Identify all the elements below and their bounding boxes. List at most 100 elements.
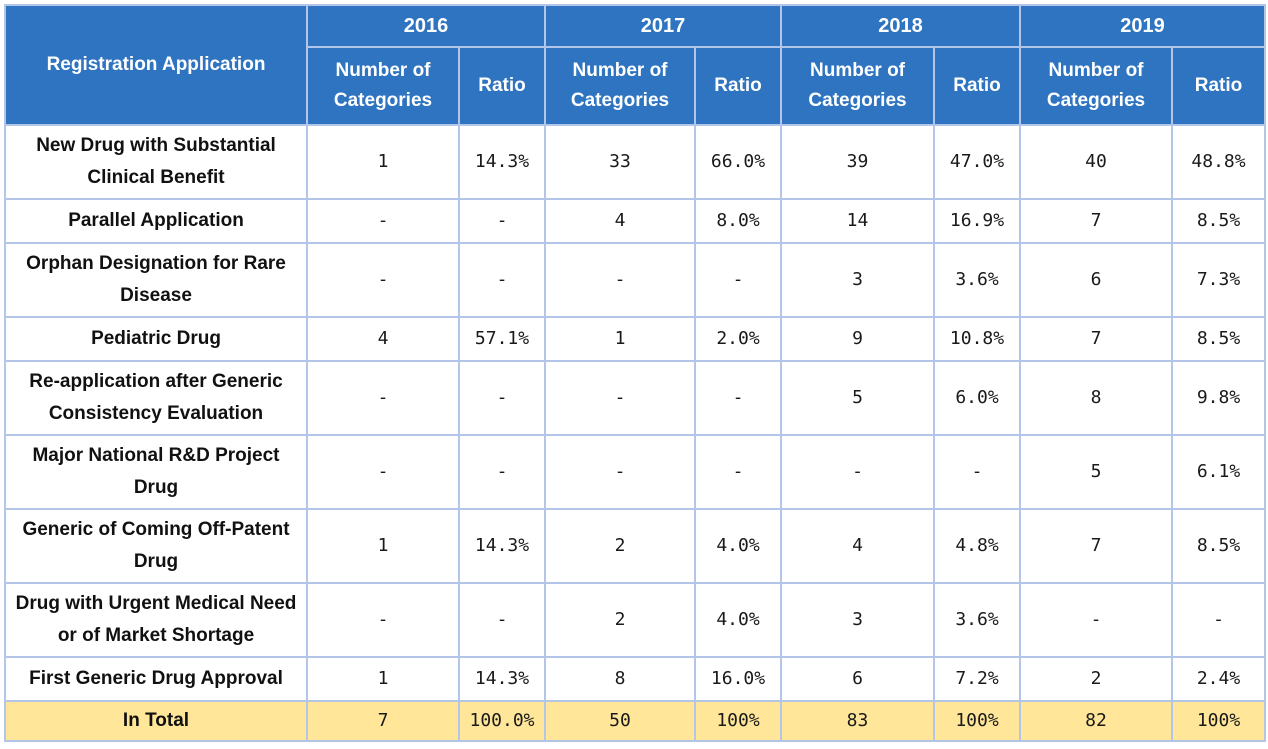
ratio-cell-2018: 6.0%: [933, 360, 1021, 436]
year-header-2019: 2019: [1019, 4, 1266, 48]
total-ratio-2019: 100%: [1171, 700, 1266, 742]
total-count-2019: 82: [1019, 700, 1173, 742]
ratio-cell-2018: -: [933, 434, 1021, 510]
count-cell-2018: 3: [780, 242, 935, 318]
ratio-cell-2017: 2.0%: [694, 316, 782, 362]
row-name-cell: Major National R&D Project Drug: [4, 434, 308, 510]
ratio-header-2016: Ratio: [458, 46, 546, 126]
count-header-2019: Number of Categories: [1019, 46, 1173, 126]
count-cell-2019: 7: [1019, 508, 1173, 584]
row-name-cell: Drug with Urgent Medical Need or of Mark…: [4, 582, 308, 658]
ratio-header-2018: Ratio: [933, 46, 1021, 126]
table-body: New Drug with Substantial Clinical Benef…: [4, 124, 1266, 742]
ratio-cell-2016: -: [458, 242, 546, 318]
count-cell-2017: -: [544, 434, 696, 510]
ratio-cell-2018: 10.8%: [933, 316, 1021, 362]
ratio-cell-2017: 66.0%: [694, 124, 782, 200]
ratio-cell-2016: 14.3%: [458, 508, 546, 584]
table-row: New Drug with Substantial Clinical Benef…: [4, 124, 1266, 200]
row-name-cell: First Generic Drug Approval: [4, 656, 308, 702]
ratio-cell-2019: 7.3%: [1171, 242, 1266, 318]
total-label-cell: In Total: [4, 700, 308, 742]
ratio-cell-2019: 2.4%: [1171, 656, 1266, 702]
ratio-cell-2017: 4.0%: [694, 582, 782, 658]
table-row: Drug with Urgent Medical Need or of Mark…: [4, 582, 1266, 658]
count-cell-2017: 8: [544, 656, 696, 702]
count-cell-2016: -: [306, 242, 460, 318]
ratio-cell-2016: 57.1%: [458, 316, 546, 362]
ratio-cell-2017: -: [694, 242, 782, 318]
ratio-cell-2019: 8.5%: [1171, 508, 1266, 584]
count-cell-2016: 1: [306, 508, 460, 584]
registration-application-table: Registration Application 2016 2017 2018 …: [4, 4, 1266, 742]
count-cell-2018: 3: [780, 582, 935, 658]
row-name-cell: New Drug with Substantial Clinical Benef…: [4, 124, 308, 200]
count-header-2017: Number of Categories: [544, 46, 696, 126]
count-cell-2018: 5: [780, 360, 935, 436]
ratio-cell-2019: 8.5%: [1171, 316, 1266, 362]
count-cell-2017: 33: [544, 124, 696, 200]
count-cell-2018: 39: [780, 124, 935, 200]
ratio-cell-2016: 14.3%: [458, 124, 546, 200]
ratio-cell-2017: -: [694, 360, 782, 436]
count-cell-2016: 4: [306, 316, 460, 362]
count-cell-2019: 7: [1019, 316, 1173, 362]
ratio-cell-2018: 16.9%: [933, 198, 1021, 244]
count-cell-2019: 8: [1019, 360, 1173, 436]
ratio-cell-2016: -: [458, 198, 546, 244]
year-header-2017: 2017: [544, 4, 782, 48]
table-row: Pediatric Drug 4 57.1% 1 2.0% 9 10.8% 7 …: [4, 316, 1266, 362]
total-ratio-2016: 100.0%: [458, 700, 546, 742]
row-name-cell: Generic of Coming Off-Patent Drug: [4, 508, 308, 584]
ratio-cell-2019: 48.8%: [1171, 124, 1266, 200]
count-cell-2019: -: [1019, 582, 1173, 658]
table-row: First Generic Drug Approval 1 14.3% 8 16…: [4, 656, 1266, 702]
table-row: Generic of Coming Off-Patent Drug 1 14.3…: [4, 508, 1266, 584]
ratio-cell-2017: 8.0%: [694, 198, 782, 244]
count-cell-2018: -: [780, 434, 935, 510]
count-cell-2017: 4: [544, 198, 696, 244]
count-cell-2018: 14: [780, 198, 935, 244]
count-cell-2019: 5: [1019, 434, 1173, 510]
year-header-2016: 2016: [306, 4, 546, 48]
header-row-years: Registration Application 2016 2017 2018 …: [4, 4, 1266, 126]
count-cell-2019: 2: [1019, 656, 1173, 702]
row-name-cell: Orphan Designation for Rare Disease: [4, 242, 308, 318]
ratio-header-2017: Ratio: [694, 46, 782, 126]
count-cell-2018: 4: [780, 508, 935, 584]
year-header-2018: 2018: [780, 4, 1021, 48]
count-cell-2019: 7: [1019, 198, 1173, 244]
count-cell-2016: -: [306, 198, 460, 244]
table-row: Re-application after Generic Consistency…: [4, 360, 1266, 436]
ratio-cell-2019: -: [1171, 582, 1266, 658]
count-cell-2016: -: [306, 434, 460, 510]
ratio-cell-2018: 4.8%: [933, 508, 1021, 584]
ratio-header-2019: Ratio: [1171, 46, 1266, 126]
ratio-cell-2018: 7.2%: [933, 656, 1021, 702]
count-cell-2019: 6: [1019, 242, 1173, 318]
table-row: Parallel Application - - 4 8.0% 14 16.9%…: [4, 198, 1266, 244]
count-cell-2016: -: [306, 582, 460, 658]
ratio-cell-2016: -: [458, 434, 546, 510]
table-header: Registration Application 2016 2017 2018 …: [4, 4, 1266, 126]
header-row-subcolumns: Number of Categories Ratio Number of Cat…: [5, 46, 1266, 126]
table-row: Orphan Designation for Rare Disease - - …: [4, 242, 1266, 318]
count-cell-2017: 2: [544, 508, 696, 584]
count-cell-2018: 6: [780, 656, 935, 702]
ratio-cell-2018: 3.6%: [933, 582, 1021, 658]
ratio-cell-2019: 9.8%: [1171, 360, 1266, 436]
row-name-cell: Pediatric Drug: [4, 316, 308, 362]
ratio-cell-2018: 3.6%: [933, 242, 1021, 318]
count-cell-2016: -: [306, 360, 460, 436]
count-cell-2017: -: [544, 242, 696, 318]
count-cell-2018: 9: [780, 316, 935, 362]
count-cell-2016: 1: [306, 656, 460, 702]
ratio-cell-2017: -: [694, 434, 782, 510]
ratio-cell-2018: 47.0%: [933, 124, 1021, 200]
count-header-2016: Number of Categories: [306, 46, 460, 126]
count-cell-2016: 1: [306, 124, 460, 200]
count-header-2018: Number of Categories: [780, 46, 935, 126]
total-ratio-2017: 100%: [694, 700, 782, 742]
total-count-2016: 7: [306, 700, 460, 742]
count-cell-2017: -: [544, 360, 696, 436]
